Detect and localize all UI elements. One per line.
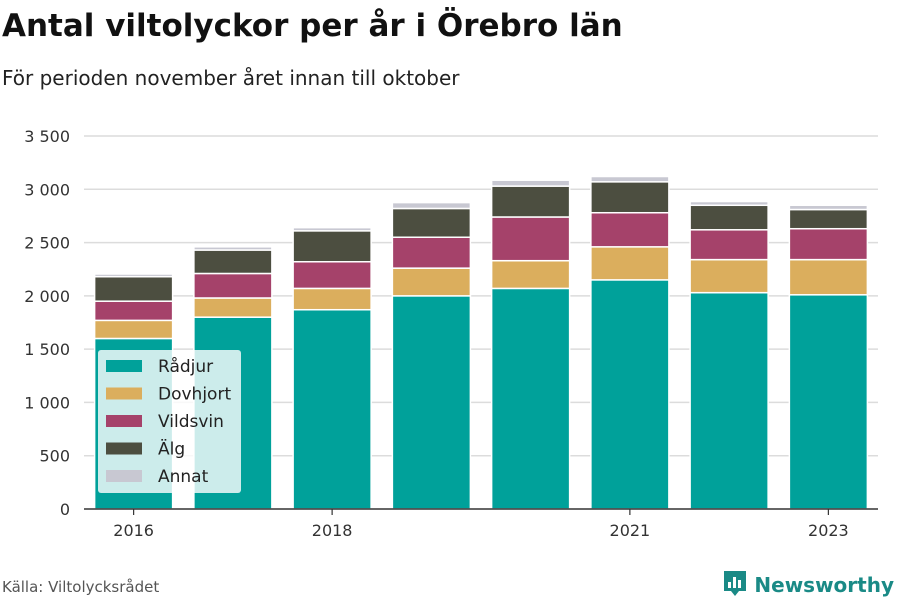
legend-swatch <box>106 387 142 400</box>
bar-segment <box>391 236 472 269</box>
x-axis-tick-labels: 2016 2018 2021 2023 <box>113 509 849 540</box>
bar-segment <box>391 267 472 297</box>
bar-segment <box>590 175 670 183</box>
bar-segment <box>490 216 571 262</box>
legend-label: Vildsvin <box>158 412 224 432</box>
legend-swatch <box>106 415 142 427</box>
bar-segment <box>292 230 372 263</box>
legend-swatch <box>106 360 142 372</box>
bar-segment <box>490 287 571 510</box>
newsworthy-logo-icon <box>722 569 748 601</box>
bar-segment <box>292 261 372 290</box>
y-axis-tick-labels: 0 500 1 000 1 500 2 000 2 500 3 000 3 500 <box>24 127 70 519</box>
bar-segment <box>391 207 472 238</box>
bar-segment <box>689 204 769 231</box>
bar-segment <box>788 294 869 510</box>
y-tick-label: 3 000 <box>24 180 70 199</box>
y-tick-label: 1 000 <box>24 393 70 412</box>
bar-segment <box>93 273 174 278</box>
newsworthy-logo[interactable]: Newsworthy <box>722 569 894 601</box>
x-tick-label: 2023 <box>808 521 849 540</box>
bar-segment <box>490 259 571 290</box>
bar-segment <box>193 249 273 275</box>
bar-segment <box>193 297 273 318</box>
legend-swatch <box>106 470 142 482</box>
y-tick-label: 2 000 <box>24 287 70 306</box>
bar-segment <box>590 181 670 214</box>
brand-name: Newsworthy <box>754 573 894 597</box>
y-tick-label: 2 500 <box>24 234 70 253</box>
bar-segment <box>689 258 769 294</box>
legend-box <box>98 350 241 493</box>
legend-label: Älg <box>158 439 185 460</box>
y-tick-label: 0 <box>60 500 70 519</box>
bar-segment <box>93 319 174 340</box>
bar-segment <box>490 179 571 187</box>
bar-segment <box>788 227 869 261</box>
bar-segment <box>689 200 769 207</box>
y-tick-label: 3 500 <box>24 127 70 146</box>
bar-segment <box>590 279 670 510</box>
bar-segment <box>93 275 174 302</box>
bar-segment <box>193 246 273 251</box>
x-tick-label: 2021 <box>610 521 651 540</box>
legend-swatch <box>106 442 142 455</box>
bar-segment <box>590 211 670 248</box>
chart-title: Antal viltolyckor per år i Örebro län <box>2 8 623 44</box>
chart-subtitle: För perioden november året innan till ok… <box>2 66 460 90</box>
bar-segment <box>93 300 174 322</box>
bar-segment <box>292 287 372 311</box>
bar-segment <box>292 226 372 232</box>
bar-segment <box>788 204 869 211</box>
y-tick-label: 1 500 <box>24 340 70 359</box>
legend-label: Annat <box>158 467 209 487</box>
legend: Rådjur Dovhjort Vildsvin Älg Annat <box>98 350 241 493</box>
y-tick-label: 500 <box>39 447 70 466</box>
bar-segment <box>689 229 769 261</box>
bar-segment <box>590 246 670 281</box>
bar-segment <box>490 185 571 218</box>
bar-segment <box>788 208 869 230</box>
bar-segment <box>391 201 472 210</box>
bar-segment <box>292 308 372 510</box>
source-note: Källa: Viltolycksrådet <box>2 578 160 596</box>
legend-label: Rådjur <box>158 356 213 377</box>
x-tick-label: 2018 <box>312 521 353 540</box>
bar-segment <box>193 272 273 299</box>
bar-segment <box>689 291 769 510</box>
legend-label: Dovhjort <box>158 385 231 405</box>
bar-segment <box>391 295 472 510</box>
x-tick-label: 2016 <box>113 521 154 540</box>
bar-segment <box>788 258 869 296</box>
